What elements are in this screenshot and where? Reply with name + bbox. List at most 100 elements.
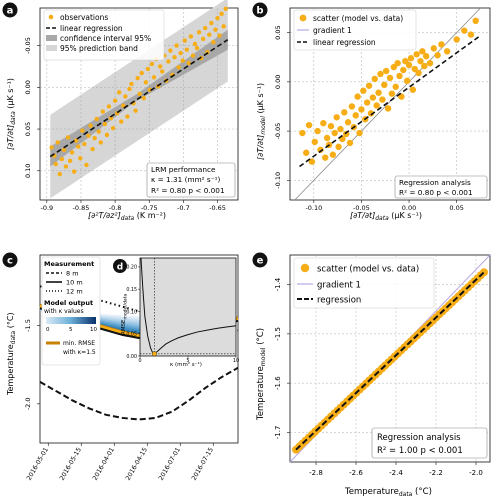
legend-label-scatter-b: scatter (model vs. data) [313, 14, 403, 23]
panel-a-info-title: LRM performance [151, 165, 216, 174]
data-point [184, 47, 189, 52]
panel-b-y-label: [∂T/∂t]model (μK s⁻¹) [256, 83, 267, 160]
data-point [129, 81, 134, 87]
data-point [331, 129, 338, 137]
panel-c-y-label: Temperaturedata (°C) [6, 312, 17, 396]
panel-c-legend-box [41, 256, 101, 366]
data-point [396, 72, 403, 80]
data-point [61, 147, 67, 153]
x-tick-label: 0.00 [402, 204, 416, 212]
data-point [149, 61, 155, 67]
data-point [352, 112, 359, 119]
y-tick-label: 0.05 [24, 122, 32, 136]
data-point [76, 144, 81, 149]
legend-marker-observations [48, 14, 54, 20]
legend-model-title: Model output [44, 299, 93, 307]
data-point [112, 98, 118, 103]
y-tick-label: -1.7 [274, 426, 282, 440]
x-tick-label: -2.8 [309, 469, 323, 477]
panel-b-y-ticks: 0.05 0.00 -0.05 -0.10 [274, 25, 290, 189]
panel-a-y-ticks: 0.10 0.05 0.00 -0.05 [24, 37, 40, 178]
data-point [59, 156, 65, 162]
legend-label-10m: 10 m [66, 279, 83, 287]
legend-label-regression-b: linear regression [313, 38, 376, 47]
data-point [344, 119, 352, 126]
legend-label-ci: confidence interval 95% [60, 34, 151, 43]
x-tick-label: 5 [186, 358, 189, 364]
data-point [317, 146, 324, 153]
legend-model-subtitle: with κ values [44, 308, 84, 315]
data-point [322, 154, 329, 161]
data-point [88, 123, 93, 128]
x-tick-label: -2.0 [469, 469, 483, 477]
data-point [209, 20, 214, 26]
data-point [443, 48, 451, 55]
panel-a-y-label: [∂T/∂t]data (μK s⁻¹) [6, 78, 17, 150]
data-point [354, 93, 361, 100]
panel-a: -0.9 -0.85 -0.8 -0.75 -0.7 -0.65 0.10 0.05 0.00… [2, 0, 239, 222]
data-point [311, 138, 318, 146]
panel-b-legend: scatter (model vs. data) gradient 1 line… [293, 9, 417, 51]
y-tick-label: 0.05 [126, 332, 137, 338]
panel-b-badge-label: b [256, 6, 263, 17]
data-point [371, 75, 378, 83]
panel-b-info-r2: R² = 0.80 p < 0.001 [399, 188, 473, 197]
data-point [80, 128, 85, 133]
data-point [360, 87, 367, 94]
data-point [137, 91, 142, 97]
data-point [192, 41, 198, 47]
x-tick-label: 0.05 [449, 204, 463, 212]
panel-d-x-ticks: 0 5 10 [138, 356, 239, 364]
data-point [92, 136, 97, 141]
data-point [472, 17, 479, 24]
legend-label-observations: observations [60, 13, 108, 22]
panel-e: -2.8 -2.6 -2.4 -2.2 -2.0 -1.4 -1.5 -1.6 -1.7 sc… [252, 252, 491, 498]
data-point [386, 74, 394, 82]
data-point [157, 64, 163, 69]
panel-c-badge [2, 252, 18, 268]
data-point [69, 150, 75, 155]
y-tick-label: -1.5 [24, 319, 32, 332]
data-point [94, 116, 99, 122]
panel-d-curve [140, 257, 237, 357]
data-point [434, 52, 441, 59]
data-point [314, 127, 321, 135]
x-tick-label: -0.65 [209, 204, 226, 212]
data-point [373, 102, 380, 109]
legend-label-regression: linear regression [60, 24, 123, 33]
data-point [217, 33, 222, 38]
colorbar-tick-10: 10 [90, 327, 97, 333]
data-point [176, 65, 181, 70]
panel-c: 2016-05-01 2016-05-15 2016-04-01 2016-04-15… [2, 252, 239, 482]
data-point [327, 122, 335, 130]
data-point [320, 120, 327, 127]
data-point [139, 70, 144, 76]
data-point [119, 119, 124, 124]
y-tick-label: 0.10 [126, 309, 137, 315]
data-point [367, 110, 375, 117]
panel-b-x-label: [∂T/∂t]data (μK s⁻¹) [350, 211, 422, 222]
data-point [415, 69, 422, 77]
data-point [104, 132, 110, 138]
y-tick-label: 0.20 [126, 265, 137, 271]
data-point [426, 59, 434, 67]
data-point [411, 65, 418, 73]
data-point [329, 151, 337, 158]
legend-label-min-rmse: min. RMSE [63, 340, 95, 347]
data-point [211, 40, 216, 45]
data-point [461, 27, 468, 34]
panel-e-legend: scatter (model vs. data) gradient 1 regr… [293, 257, 435, 309]
data-point [174, 43, 179, 48]
data-point [168, 48, 173, 53]
panel-a-points [49, 6, 228, 177]
data-point [86, 133, 91, 138]
measurement-8m [39, 366, 239, 421]
data-point [180, 58, 185, 63]
data-point [402, 57, 409, 65]
rmse-curve [140, 257, 237, 355]
y-tick-label: 0.15 [126, 287, 137, 293]
data-point [73, 138, 79, 143]
panel-c-x-ticks: 2016-05-01 2016-05-15 2016-04-01 2016-04-15… [26, 443, 215, 482]
panel-d-badge-label: d [117, 263, 123, 273]
panel-b: -0.10 -0.05 0.00 0.05 0.05 0.00 -0.05 -0.10 sc… [252, 2, 491, 222]
